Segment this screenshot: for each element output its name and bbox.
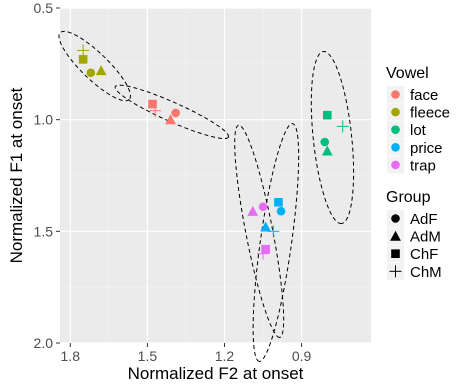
y-axis-label: Normalized F1 at onset: [7, 87, 26, 263]
legend-label-face: face: [410, 87, 438, 104]
point-price-AdF: [276, 206, 286, 216]
point-face-ChM: [149, 104, 162, 117]
confidence-ellipses: [58, 30, 355, 362]
point-trap-AdF: [258, 202, 268, 212]
point-face-AdF: [171, 108, 180, 118]
x-axis-label: Normalized F2 at onset: [128, 364, 304, 383]
y-tick-label: 0.5: [34, 0, 54, 16]
legend-label-ChM: ChM: [410, 264, 442, 281]
legend-label-AdM: AdM: [410, 229, 441, 246]
point-fleece-AdM: [95, 65, 107, 76]
legend-label-price: price: [410, 140, 443, 157]
grid-lines: [60, 7, 371, 344]
legend-key-ChF: [391, 249, 400, 258]
point-fleece-AdF: [86, 68, 96, 78]
point-lot-ChF: [323, 110, 332, 120]
legend-key-face: [391, 90, 400, 99]
point-fleece-ChM: [77, 44, 90, 57]
legend-key-AdM: [390, 230, 401, 241]
legend-key-trap: [391, 160, 400, 170]
x-tick-label: 1.5: [138, 348, 158, 364]
point-fleece-ChF: [78, 55, 88, 64]
x-tick-label: 0.9: [292, 348, 312, 364]
point-price-AdM: [260, 221, 272, 232]
legend-key-ChM: [389, 265, 402, 278]
point-lot-AdF: [320, 137, 330, 147]
point-trap-ChF: [261, 244, 270, 254]
legend-title-color: Vowel: [386, 65, 429, 82]
y-tick-label: 1.0: [34, 112, 54, 128]
point-price-ChM: [267, 225, 280, 238]
y-tick-label: 2.0: [34, 335, 54, 351]
point-lot-ChM: [336, 120, 349, 133]
point-face-AdM: [165, 114, 176, 125]
legend-title-shape: Group: [386, 189, 431, 206]
y-tick-label: 1.5: [34, 223, 54, 239]
ellipse-price-trend: [252, 123, 300, 362]
ellipse-lot-trend: [310, 51, 355, 225]
legend-label-fleece: fleece: [410, 105, 450, 122]
legend-key-fleece: [391, 107, 400, 117]
legend-label-trap: trap: [410, 157, 436, 174]
x-tick-label: 1.2: [215, 348, 235, 364]
point-lot-AdM: [321, 145, 333, 156]
axis-ticks: 1.8 1.5 1.2 0.9 0.5 1.0 1.5 2.0: [34, 0, 312, 364]
ellipse-trap-trend: [234, 124, 285, 338]
legend-label-AdF: AdF: [410, 211, 438, 228]
legend-label-lot: lot: [410, 122, 427, 139]
point-trap-ChM: [257, 247, 270, 260]
legend-key-lot: [391, 125, 400, 134]
legend: VowelfacefleecelotpricetrapGroupAdFAdMCh…: [386, 65, 450, 281]
point-trap-AdM: [247, 205, 259, 216]
legend-key-price: [391, 143, 400, 152]
point-price-ChF: [274, 198, 283, 207]
point-face-ChF: [148, 99, 157, 109]
legend-key-AdF: [391, 214, 400, 223]
x-tick-label: 1.8: [61, 348, 81, 364]
data-points: [77, 44, 349, 260]
legend-label-ChF: ChF: [410, 246, 438, 263]
